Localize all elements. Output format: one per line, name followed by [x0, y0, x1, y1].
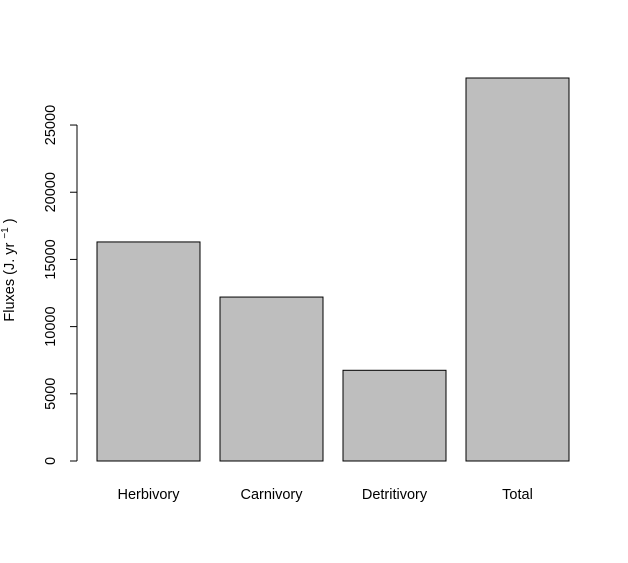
x-tick-label-carnivory: Carnivory — [240, 487, 303, 503]
y-tick-label: 20000 — [43, 172, 59, 212]
y-axis-title-suffix: ) — [2, 218, 18, 223]
bar-total — [465, 77, 570, 462]
y-tick-label: 10000 — [43, 306, 59, 346]
y-tick-label: 0 — [43, 457, 59, 465]
x-tick-label-detritivory: Detritivory — [362, 487, 428, 503]
x-tick-label-total: Total — [502, 487, 533, 503]
x-labels-group: Herbivory Carnivory Detritivory Total — [117, 487, 532, 503]
y-axis-title-prefix: Fluxes (J. yr — [2, 243, 18, 322]
x-tick-label-herbivory: Herbivory — [117, 487, 180, 503]
y-tick-label: 5000 — [43, 378, 59, 410]
y-tick-label: 25000 — [43, 105, 59, 145]
y-tick-label: 15000 — [43, 239, 59, 279]
bars-group — [96, 77, 570, 462]
y-axis-title: Fluxes (J. yr −1 ) — [0, 218, 18, 321]
y-ticks-group: 0 5000 10000 15000 20000 25000 — [43, 105, 77, 465]
bar-herbivory — [96, 241, 201, 462]
bar-carnivory — [219, 296, 324, 462]
bar-detritivory — [342, 369, 447, 462]
y-axis-title-superscript: −1 — [0, 227, 11, 239]
